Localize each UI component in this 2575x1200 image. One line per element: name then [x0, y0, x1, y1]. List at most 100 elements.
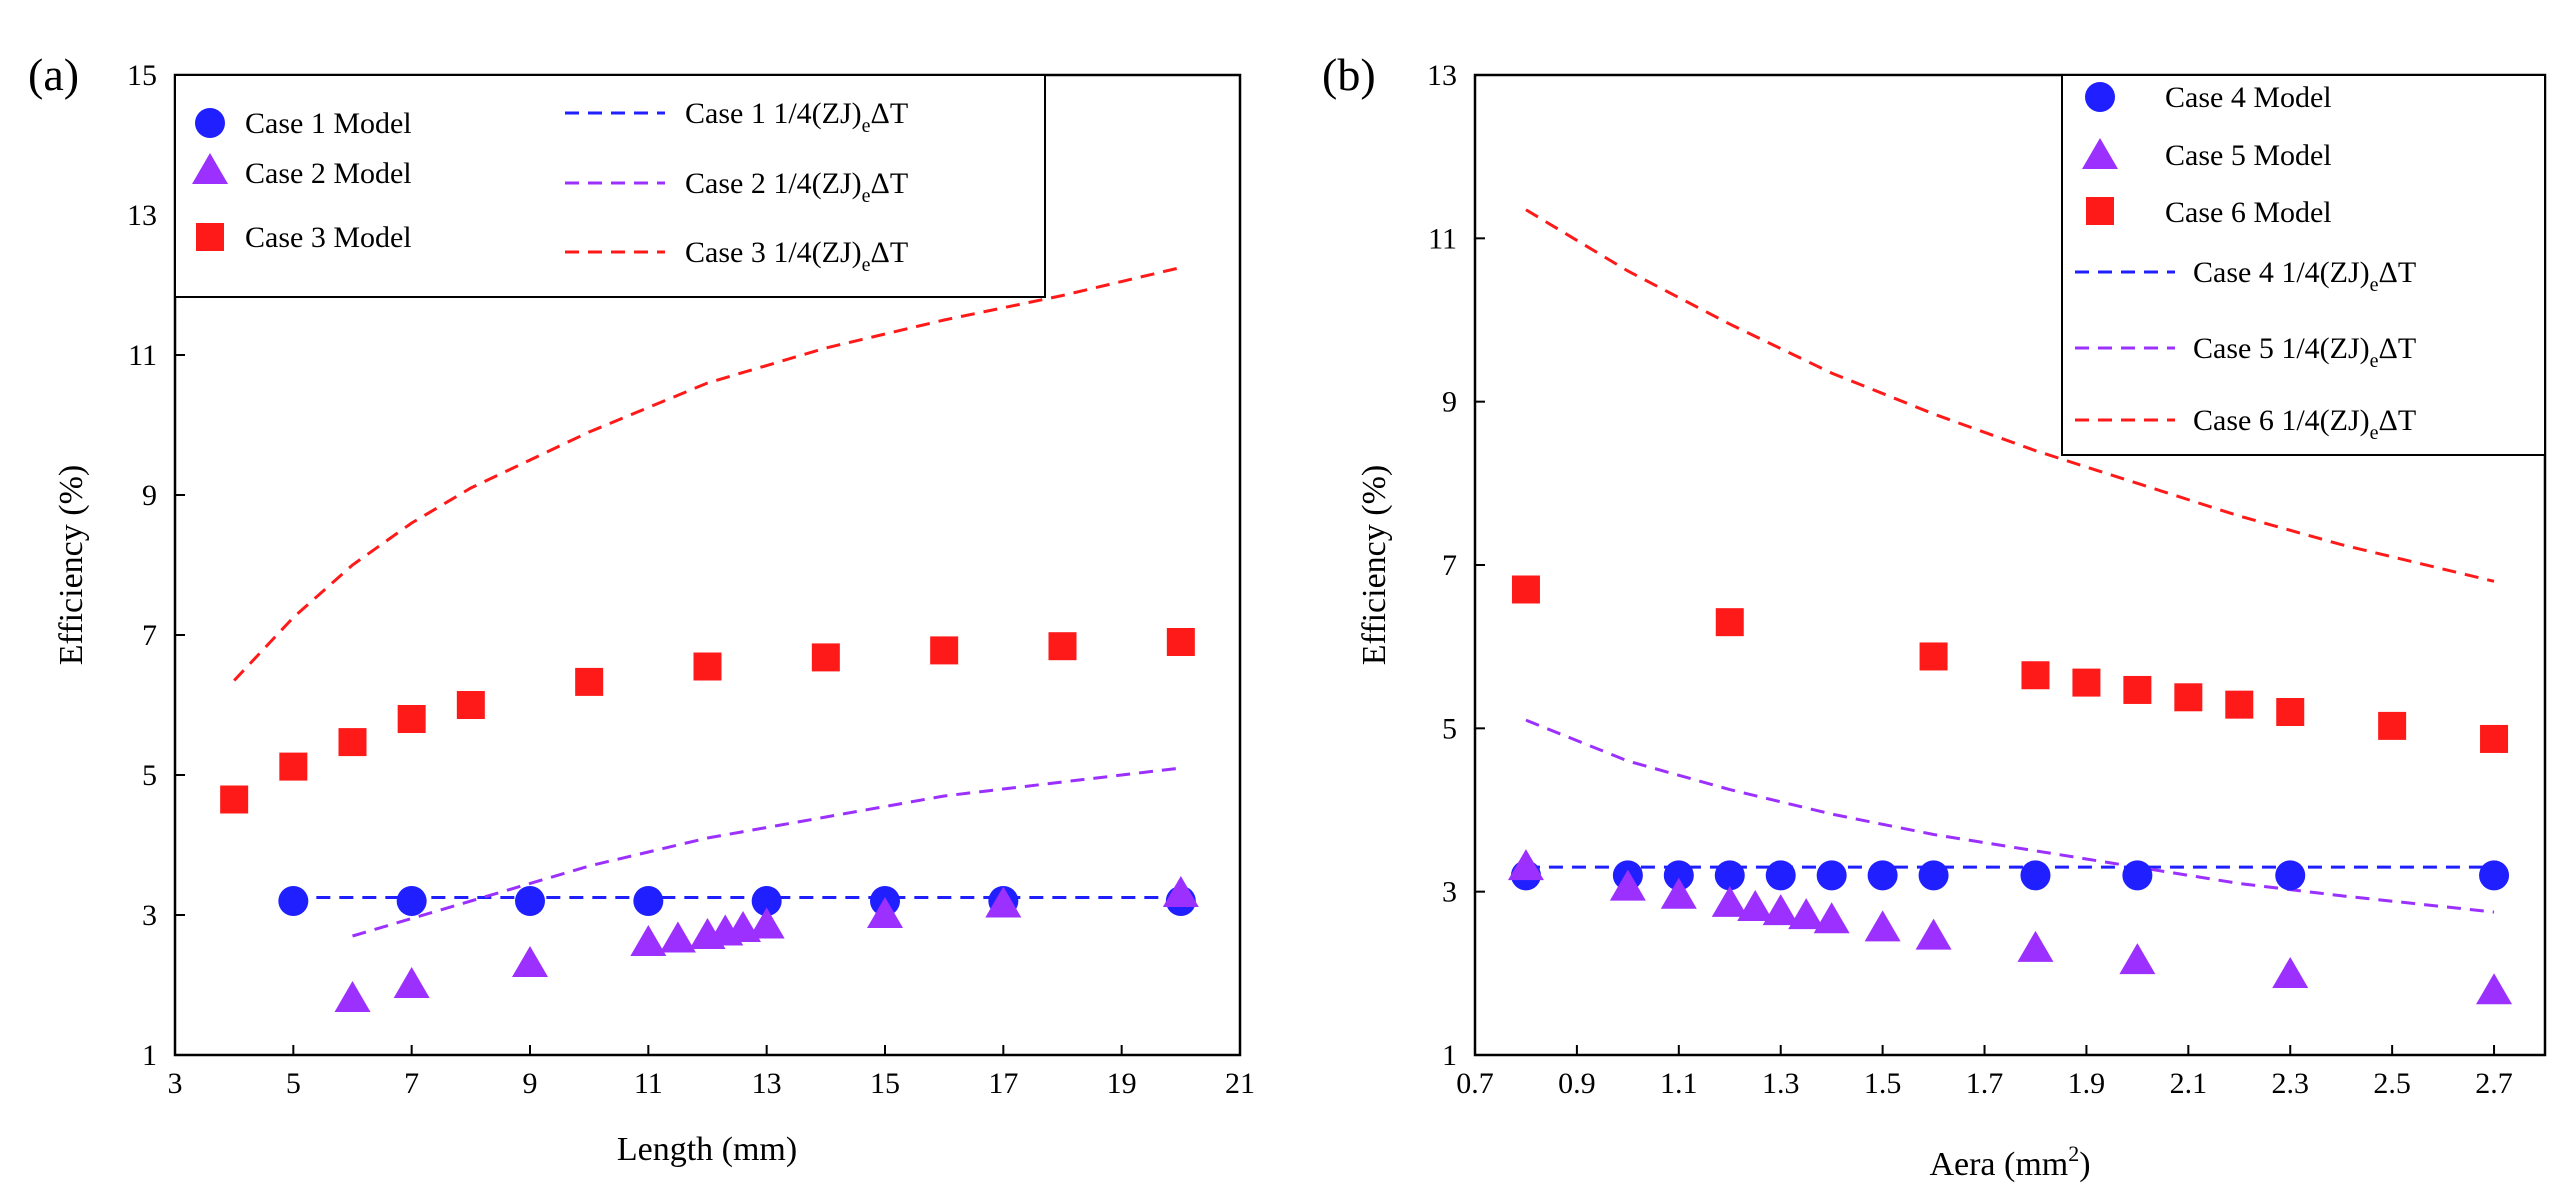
panel-a-case-2-triangle-point: [748, 907, 785, 939]
panel-a-case-3-square-point: [397, 705, 426, 733]
panel-a-y-tick-label: 3: [142, 899, 157, 932]
panel-b-case-5-triangle-point: [1813, 902, 1850, 934]
legend-case6-square-marker: [2086, 197, 2114, 225]
panel-a-case-3-square-point: [220, 785, 249, 814]
panel-b-case-6-square-point: [1511, 575, 1540, 604]
panel-b-case-5-triangle-point: [1915, 918, 1952, 950]
panel-a-case-3-square-point: [1048, 632, 1077, 661]
legend-case5-model-label: Case 5 Model: [2165, 139, 2332, 172]
panel-b-x-tick-label: 0.7: [1456, 1067, 1494, 1100]
panel-b-case-6-square-point: [2480, 724, 2509, 753]
legend-case4-model-label: Case 4 Model: [2165, 81, 2332, 114]
panel-b-case-5-triangle-point: [1507, 849, 1544, 881]
panel-a-case-3-square-point: [930, 636, 959, 665]
panel-b-x-axis-label: Aera (mm2): [1929, 1141, 2090, 1183]
panel-a-x-tick-label: 21: [1225, 1067, 1255, 1100]
panel-b-y-axis-label: Efficiency (%): [1356, 465, 1393, 665]
panel-b-y-tick-label: 7: [1442, 549, 1457, 582]
panel-b-case-6-square-point: [2072, 668, 2101, 697]
panel-b-y-tick-label: 5: [1442, 712, 1457, 745]
panel-a-case-3-square-point: [575, 667, 604, 696]
panel-a-case-2-triangle-point: [512, 946, 548, 977]
panel-a-x-tick-label: 7: [404, 1067, 419, 1100]
panel-b-legend: Case 4 Model Case 5 Model Case 6 Model C…: [2061, 74, 2546, 456]
panel-b-x-tick-label: 1.9: [2068, 1067, 2106, 1100]
panel-a-case-2-triangle-point: [334, 981, 371, 1012]
panel-a-case-3-square-point: [279, 752, 308, 781]
panel-a-y-axis-label: Efficiency (%): [53, 465, 90, 665]
panel-a-x-tick-label: 17: [988, 1067, 1018, 1100]
panel-b-case-6-square-point: [2378, 711, 2407, 740]
panel-a-y-tick-label: 5: [142, 759, 157, 792]
panel-b-x-tick-label: 2.7: [2475, 1067, 2513, 1100]
panel-b-case-5-triangle-point: [2119, 943, 2156, 975]
panel-b-case-4-circle-point: [2479, 860, 2510, 891]
panel-a-case-2-triangle-point: [1162, 876, 1199, 907]
panel-b-y-tick-label: 13: [1427, 59, 1457, 92]
legend-case4-circle-marker: [2085, 82, 2115, 112]
panel-b-case-5-triangle-point: [2272, 956, 2309, 988]
panel-b-case-4-circle-point: [1663, 860, 1694, 891]
legend-case1-model-label: Case 1 Model: [245, 107, 412, 140]
panel-b-case-4-circle-point: [1816, 860, 1847, 891]
panel-b-case-5-triangle-point: [1737, 890, 1774, 921]
panel-b-case-4-circle-point: [1867, 860, 1898, 891]
panel-a-x-tick-label: 3: [168, 1067, 183, 1100]
legend-case3-square-marker: [196, 223, 224, 251]
panel-b-x-tick-label: 2.3: [2271, 1067, 2309, 1100]
panel-b-x-tick-label: 2.1: [2170, 1067, 2208, 1100]
panel-b-case-6-square-point: [2174, 683, 2203, 712]
legend-case6-line-label: Case 6 1/4(ZJ)eΔT: [2193, 404, 2416, 444]
panel-a-x-tick-label: 5: [286, 1067, 301, 1100]
panel-a-y-tick-label: 15: [127, 59, 157, 92]
panel-a-series: [220, 266, 1199, 1012]
panel-b-case-6-square-point: [2276, 698, 2305, 726]
panel-a-y-tick-label: 11: [128, 339, 157, 372]
legend-case2-triangle-marker: [192, 153, 228, 184]
panel-a-case-2-triangle-point: [985, 886, 1022, 918]
panel-a-case-1-circle-point: [633, 886, 664, 916]
panel-a-case-1-circle-point: [515, 886, 545, 916]
panel-a-case-2-triangle-point: [630, 925, 667, 956]
panel-b-case-5-triangle-point: [1711, 885, 1748, 917]
panel-a-dashed-line-case-3: [233, 266, 1182, 682]
panel-b-case-4-circle-point: [1918, 860, 1949, 891]
panel-b-case-5-triangle-point: [1864, 910, 1901, 942]
panel-a-case-1-circle-point: [278, 886, 309, 916]
legend-case1-circle-marker: [195, 108, 225, 138]
panel-a-legend-frame: [174, 74, 1046, 298]
legend-case3-line-label: Case 3 1/4(ZJ)eΔT: [685, 236, 908, 276]
panel-b-case-6-square-point: [2123, 675, 2152, 704]
panel-a-legend: Case 1 Model Case 2 Model Case 3 Model C…: [174, 74, 1046, 298]
panel-b-case-5-triangle-point: [1762, 894, 1799, 926]
panel-a-case-1-circle-point: [751, 886, 782, 916]
legend-case6-model-label: Case 6 Model: [2165, 196, 2332, 229]
legend-case2-line-label: Case 2 1/4(ZJ)eΔT: [685, 167, 908, 207]
legend-case5-line-label: Case 5 1/4(ZJ)eΔT: [2193, 332, 2416, 372]
panel-b-case-5-triangle-point: [1660, 877, 1697, 909]
panel-b-case-6-square-point: [1715, 608, 1744, 637]
panel-a-y-tick-label: 13: [127, 199, 157, 232]
panel-a-case-3-square-point: [338, 728, 367, 757]
panel-b-dashed-line-case-6: [1525, 208, 2495, 583]
panel-b-x-tick-label: 1.7: [1966, 1067, 2004, 1100]
panel-b-y-tick-label: 11: [1428, 222, 1457, 255]
panel-a-x-tick-label: 9: [523, 1067, 538, 1100]
panel-b-x-tick-label: 0.9: [1558, 1067, 1596, 1100]
panel-a-case-2-triangle-point: [867, 897, 903, 928]
panel-b-case-4-circle-point: [1714, 860, 1745, 891]
panel-a-case-3-square-point: [693, 652, 722, 681]
panel-a-case-2-triangle-point: [659, 921, 696, 953]
panel-b-case-4-circle-point: [2122, 860, 2153, 891]
panel-b-case-5-triangle-point: [2017, 930, 2054, 962]
panel-b-series: [1507, 208, 2513, 1005]
legend-case4-line-label: Case 4 1/4(ZJ)eΔT: [2193, 256, 2416, 296]
panel-b-case-5-triangle-point: [2476, 973, 2513, 1005]
panel-b-case-6-square-point: [1919, 642, 1948, 671]
panel-b-case-6-square-point: [2021, 661, 2050, 690]
panel-a-x-tick-label: 11: [634, 1067, 663, 1100]
panel-a-y-tick-label: 9: [142, 479, 157, 512]
panel-b-x-tick-label: 1.1: [1660, 1067, 1698, 1100]
